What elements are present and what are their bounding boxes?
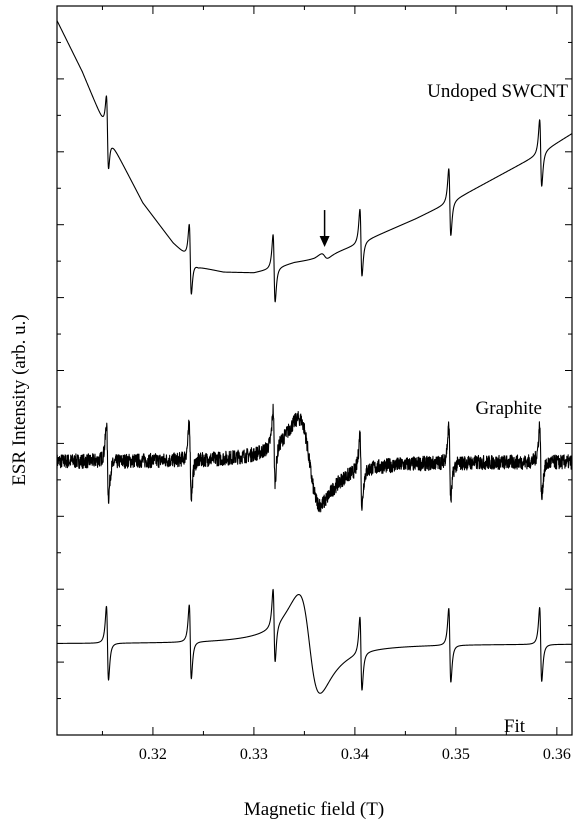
x-tick-label: 0.32 — [139, 746, 167, 763]
y-axis — [57, 41, 572, 700]
x-tick-label: 0.35 — [442, 746, 470, 763]
x-tick-label: 0.33 — [240, 746, 268, 763]
x-tick-label: 0.36 — [543, 746, 571, 763]
series-label-fit: Fit — [504, 716, 526, 737]
arrow-head-icon — [319, 236, 330, 248]
series-line-1 — [56, 403, 573, 513]
series-line-0 — [56, 20, 573, 303]
x-axis-title: Magnetic field (T) — [244, 799, 384, 820]
series-line-2 — [56, 588, 573, 694]
x-axis: 0.32 0.33 0.34 0.35 0.36 — [101, 6, 571, 763]
y-axis-title: ESR Intensity (arb. u.) — [9, 314, 30, 486]
plot-frame — [56, 5, 573, 736]
series-label-undoped-swcnt: Undoped SWCNT — [427, 81, 568, 102]
x-tick-label: 0.34 — [341, 746, 369, 763]
series-label-graphite: Graphite — [476, 398, 542, 419]
plot-area — [56, 20, 573, 694]
